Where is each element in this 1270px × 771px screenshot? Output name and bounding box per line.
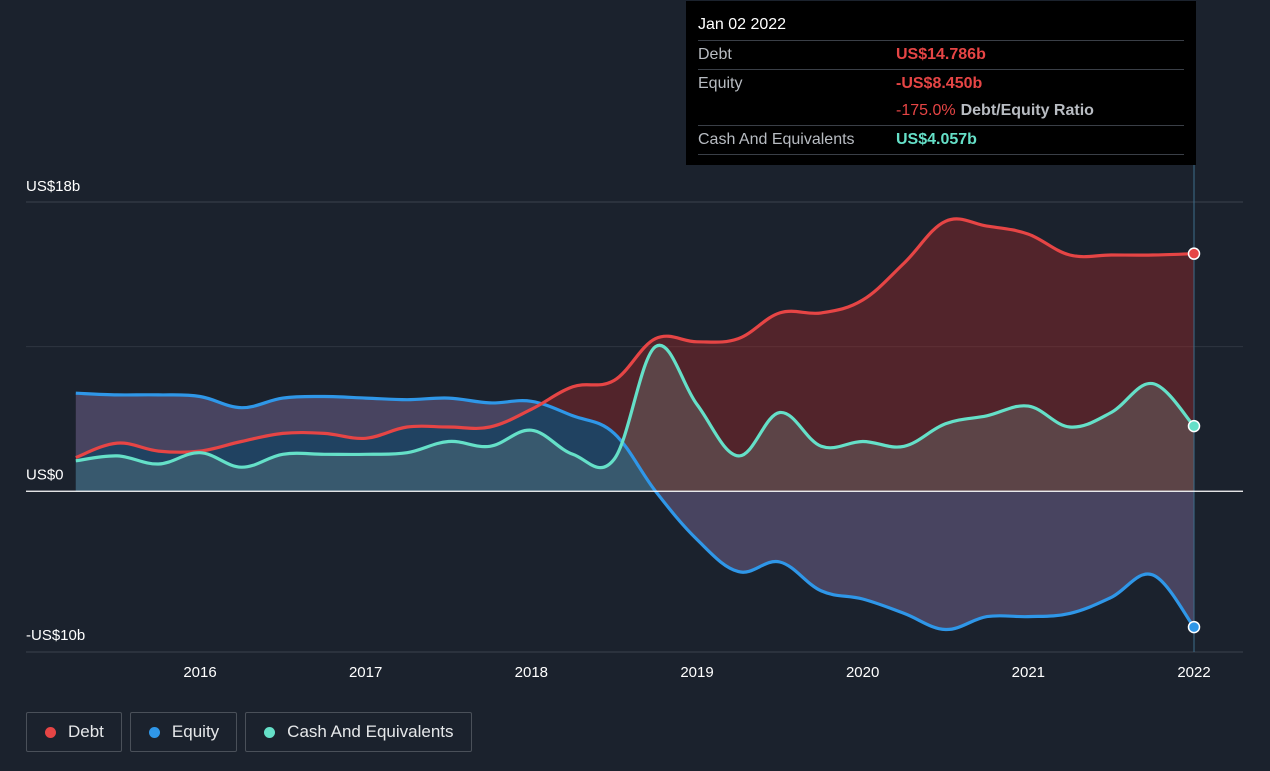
debt-line <box>75 217 1195 460</box>
legend-dot-equity <box>148 726 160 738</box>
tooltip-debt-value: US$14.786b <box>896 46 986 63</box>
legend-label-debt: Debt <box>68 722 104 741</box>
legend-label-equity: Equity <box>171 722 220 741</box>
tooltip-ratio-value: -175.0% <box>896 102 956 119</box>
tooltip-date: Jan 02 2022 <box>698 14 1184 41</box>
tooltip-ratio-spacer <box>698 97 896 125</box>
legend-item-equity[interactable]: Equity <box>129 712 238 752</box>
tooltip-row-ratio: -175.0% Debt/Equity Ratio <box>698 97 1184 126</box>
cash-marker <box>1187 419 1201 433</box>
x-tick-label: 2020 <box>846 664 879 681</box>
tooltip-equity-label: Equity <box>698 75 743 92</box>
legend-label-cash: Cash And Equivalents <box>287 722 454 741</box>
tooltip-ratio-label: Debt/Equity Ratio <box>960 102 1094 119</box>
hover-markers <box>1187 247 1201 634</box>
legend-item-debt[interactable]: Debt <box>26 712 122 752</box>
x-tick-label: 2019 <box>680 664 713 681</box>
y-tick-label: US$18b <box>26 178 80 195</box>
tooltip-cash-value: US$4.057b <box>896 131 977 148</box>
x-tick-label: 2022 <box>1177 664 1210 681</box>
y-tick-label: -US$10b <box>26 627 85 644</box>
tooltip-cash-label: Cash And Equivalents <box>698 131 855 148</box>
cash-line <box>75 343 1196 470</box>
x-tick-label: 2016 <box>183 664 216 681</box>
series-areas <box>75 218 1194 630</box>
tooltip-equity-value: -US$8.450b <box>896 75 983 92</box>
legend-dot-cash <box>264 726 276 738</box>
y-tick-label: US$0 <box>26 466 64 483</box>
x-tick-label: 2017 <box>349 664 382 681</box>
equity-marker <box>1187 620 1201 634</box>
debt-equity-gap-area <box>75 218 1194 630</box>
debt-marker <box>1187 247 1201 260</box>
x-tick-label: 2021 <box>1012 664 1045 681</box>
x-tick-label: 2018 <box>515 664 548 681</box>
chart-tooltip: Jan 02 2022 Debt US$14.786b Equity -US$8… <box>686 1 1196 165</box>
tooltip-row-equity: Equity -US$8.450b <box>698 70 1184 97</box>
legend-item-cash[interactable]: Cash And Equivalents <box>245 712 472 752</box>
tooltip-debt-label: Debt <box>698 46 732 63</box>
series-lines <box>75 217 1196 632</box>
chart-legend: Debt Equity Cash And Equivalents <box>26 712 472 752</box>
grid-lines <box>26 201 1243 653</box>
axes: US$18b US$0 -US$10b 2016 2017 2018 2019 2020 202… <box>26 165 1243 681</box>
legend-dot-debt <box>45 726 56 738</box>
equity-area <box>75 393 1194 630</box>
equity-line <box>75 391 1196 632</box>
tooltip-row-cash: Cash And Equivalents US$4.057b <box>698 126 1184 155</box>
tooltip-row-debt: Debt US$14.786b <box>698 41 1184 70</box>
